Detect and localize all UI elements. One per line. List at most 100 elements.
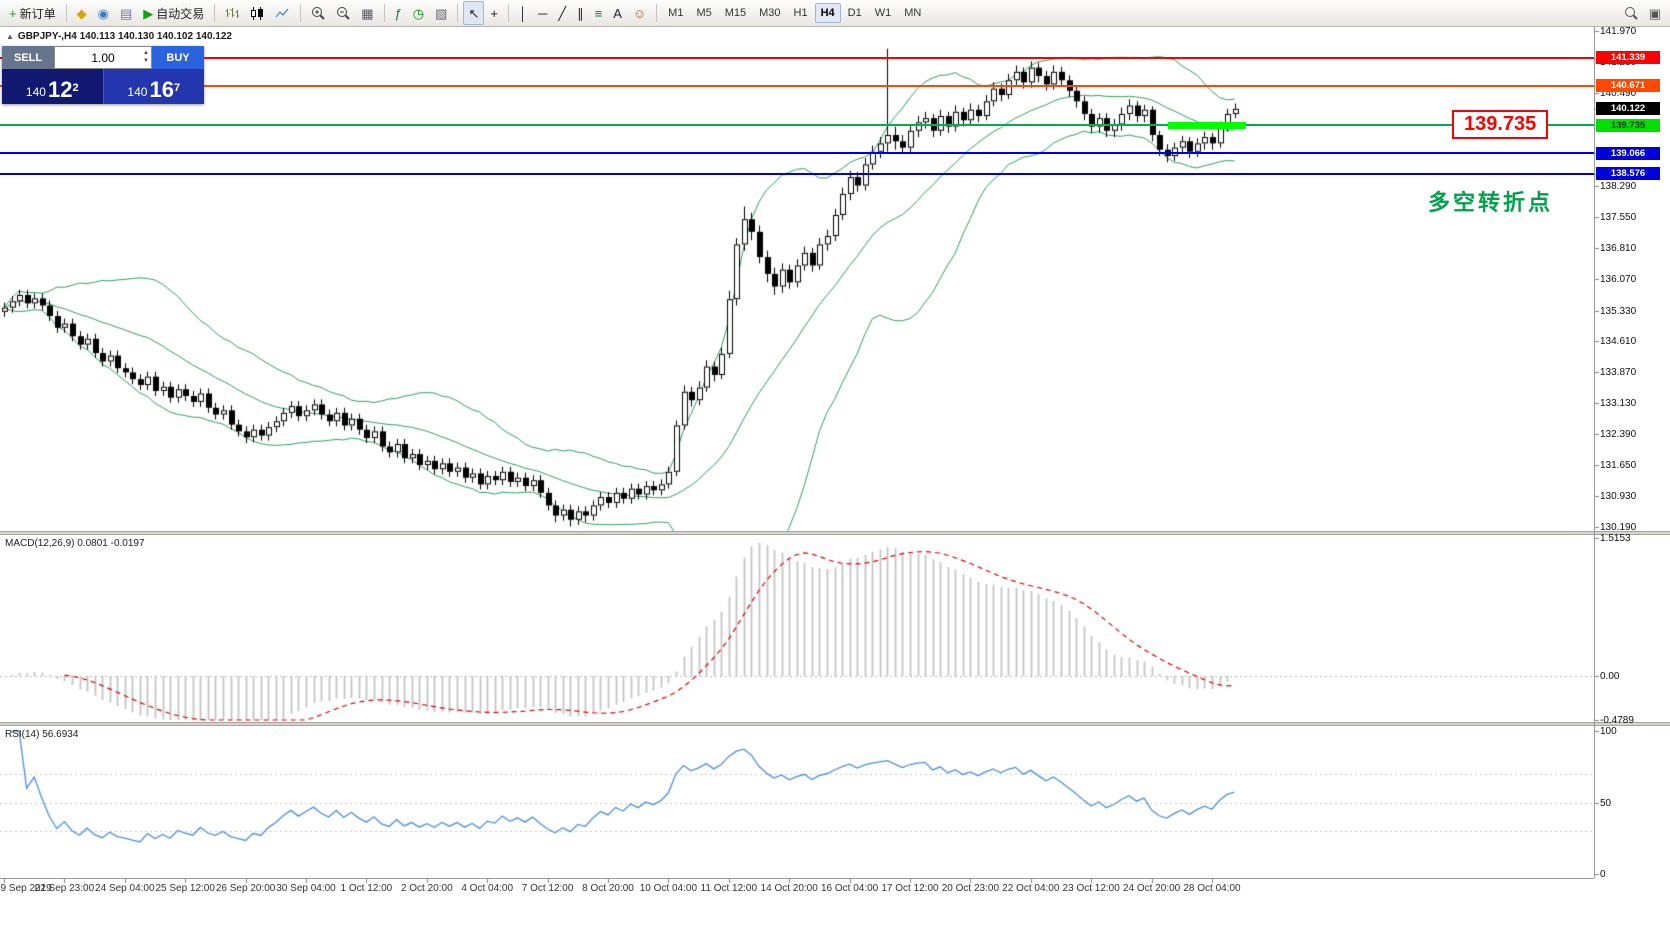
volume-up-button[interactable]: ▲ [143,50,149,56]
buy-button[interactable]: BUY [152,46,204,69]
text-icon[interactable]: A [608,1,627,25]
zoom-in-icon[interactable] [306,1,330,25]
zoom-out-icon[interactable] [331,1,355,25]
horizontal-line-139.066[interactable] [0,152,1594,155]
panel-separator[interactable] [0,722,1670,726]
price-axis-tick: 130.930 [1600,490,1637,502]
horizontal-line-141.339[interactable] [0,56,1594,59]
community-icon-glyph: ◉ [97,5,109,21]
vertical-line-icon[interactable]: │ [514,1,532,25]
horizontal-line-139.735[interactable] [0,124,1594,127]
horizontal-line-icon[interactable]: ─ [533,1,552,25]
timeframe-d1-button[interactable]: D1 [847,7,862,19]
time-axis-label: 11 Oct 12:00 [700,883,758,894]
trendline-icon[interactable]: ╱ [553,1,571,25]
turning-point-annotation[interactable]: 多空转折点 [1428,190,1554,215]
text-icon-glyph: A [613,5,622,21]
line-chart-icon [275,7,290,20]
time-axis-label: 26 Sep 20:00 [215,883,276,894]
price-axis-badge-141.339: 141.339 [1596,51,1660,65]
arrows-icon[interactable]: ☺ [628,1,651,25]
tile-windows-icon-glyph: ▦ [361,5,374,21]
community-icon[interactable]: ◉ [93,1,114,25]
cursor-icon[interactable]: ↖ [463,1,485,25]
new-window-icon-glyph: ▣ [1648,5,1661,21]
time-axis-label: 19 Sep 2019 [0,883,52,894]
horizontal-line-138.576[interactable] [0,172,1594,175]
price-axis-tick: 133.870 [1600,367,1637,378]
macd-axis-tick: 0.00 [1600,671,1620,682]
timeframe-mn-button[interactable]: MN [904,7,922,19]
timeframe-m1-button[interactable]: M1 [668,7,684,19]
time-axis-label: 8 Oct 20:00 [582,883,634,894]
macd-axis-tick: -0.4789 [1600,714,1634,726]
candlestick-chart-icon[interactable] [245,1,269,25]
rsi-axis-tick: 0 [1600,869,1606,880]
market-watch-icon-glyph: ◆ [76,5,87,21]
autotrading-button[interactable]: ▶ 自动交易 [138,1,209,25]
new-order-button[interactable]: + 新订单 [4,1,61,25]
periods-icon[interactable]: ◷ [408,1,429,25]
current-price-badge: 140.122 [1596,102,1660,116]
vertical-line-icon-glyph: │ [518,5,528,21]
search-icon[interactable] [1619,1,1643,25]
search-icon [1624,6,1638,20]
price-axis-badge-140.671: 140.671 [1596,79,1660,93]
crosshair-icon[interactable]: + [485,1,503,25]
price-axis-tick: 133.130 [1600,398,1637,410]
price-axis-tick: 137.550 [1600,212,1637,224]
sell-price[interactable]: 140 12 2 [2,69,103,104]
buy-price[interactable]: 140 16 7 [102,69,204,104]
buy-price-prefix: 140 [127,85,148,99]
timeframe-m5-button[interactable]: M5 [696,7,712,19]
indicators-icon[interactable]: ƒ [390,1,407,25]
charts-window-icon-glyph: ▤ [119,5,133,21]
time-axis-label: 20 Oct 23:00 [941,883,1000,894]
panel-separator[interactable] [0,531,1670,535]
line-chart-icon[interactable] [270,1,295,25]
charts-window-icon[interactable]: ▤ [115,1,137,25]
sell-price-sup: 2 [72,82,79,94]
time-axis-label: 24 Oct 20:00 [1122,883,1181,894]
turning-point-highlight[interactable] [1168,121,1246,129]
market-watch-icon[interactable]: ◆ [72,1,92,25]
timeframe-w1-button[interactable]: W1 [874,7,892,19]
timeframe-m30-button[interactable]: M30 [759,7,781,19]
new-window-icon[interactable]: ▣ [1644,1,1666,25]
cursor-icon-glyph: ↖ [468,5,480,21]
price-axis-badge-138.576: 138.576 [1596,167,1660,181]
volume-input[interactable]: 1.00 ▲ ▼ [54,46,152,69]
channel-icon[interactable]: ∥ [572,1,589,25]
rsi-axis-tick: 100 [1600,726,1617,737]
rsi-indicator-label: RSI(14) 56.6934 [5,729,79,740]
tile-windows-icon[interactable]: ▦ [356,1,378,25]
horizontal-line-140.671[interactable] [0,84,1594,87]
collapse-panel-icon[interactable]: ▲ [6,32,14,41]
timeframe-h4-button[interactable]: H4 [814,3,841,23]
time-axis-border [0,878,1594,879]
time-axis-label: 10 Oct 04:00 [639,883,698,894]
time-axis-label: 2 Oct 20:00 [400,883,453,894]
time-axis-label: 16 Oct 04:00 [820,883,879,894]
toolbar-separator [656,4,658,22]
timeframe-m15-button[interactable]: M15 [724,7,747,19]
sell-button[interactable]: SELL [2,46,54,69]
templates-icon[interactable]: ▧ [430,1,452,25]
symbol-info: ▲ GBPJPY-,H4 140.113 140.130 140.102 140.… [6,31,232,42]
time-axis-label: 7 Oct 12:00 [521,883,574,894]
price-axis-tick: 140.490 [1600,88,1637,100]
bar-chart-icon[interactable] [220,1,244,25]
timeframe-h1-button[interactable]: H1 [793,7,808,19]
autotrading-button-label: 自动交易 [156,6,205,21]
buy-price-big: 16 [149,77,174,102]
price-annotation-label[interactable]: 139.735 [1452,110,1549,139]
time-axis-label: 25 Sep 12:00 [155,883,215,894]
sell-price-big: 12 [47,77,73,102]
autotrading-glyph: ▶ [143,5,154,21]
volume-down-button[interactable]: ▼ [143,58,149,65]
time-axis-label: 1 Oct 12:00 [340,883,393,894]
fibonacci-icon[interactable]: ≡ [590,1,608,25]
candlestick-chart-icon [250,6,264,20]
trendline-icon-glyph: ╱ [558,5,567,21]
